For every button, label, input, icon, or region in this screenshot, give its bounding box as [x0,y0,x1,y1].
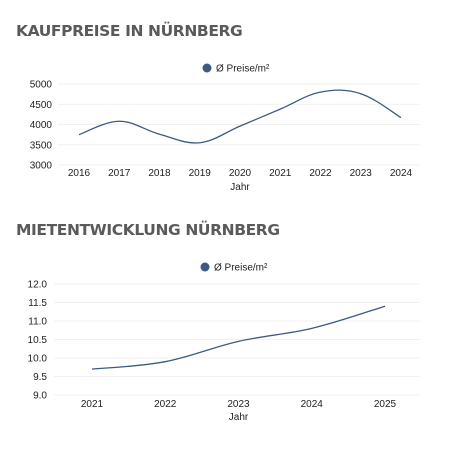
kaufpreise-x-tick-label: 2019 [189,168,212,179]
mietentwicklung-y-tick-label: 9.0 [33,391,47,402]
mietentwicklung-legend-label: Ø Preise/m² [214,263,268,274]
kaufpreise-y-tick-label: 3500 [30,140,53,151]
kaufpreise-x-tick-label: 2018 [148,168,171,179]
kaufpreise-x-tick-label: 2023 [350,168,373,179]
mietentwicklung-data-point [164,361,166,363]
mietentwicklung-y-tick-label: 9.5 [33,372,47,383]
mietentwicklung-data-point [237,340,239,342]
kaufpreise-line-chart: Ø Preise/m² 3000 3500 4000 4500 5000 2016 2017 2… [30,63,420,193]
kaufpreise-x-tick-label: 2020 [229,168,252,179]
kaufpreise-y-tick-label: 4000 [30,120,53,131]
mietentwicklung-series-line [91,305,386,370]
mietentwicklung-chart-title: MIETENTWICKLUNG NÜRNBERG [16,221,280,239]
mietentwicklung-x-tick-label: 2025 [374,399,397,410]
kaufpreise-y-tick-label: 3000 [30,161,53,172]
kaufpreise-y-tick-label: 4500 [30,100,53,111]
kaufpreise-y-tick-label: 5000 [30,80,53,91]
mietentwicklung-x-tick-label: 2022 [154,399,177,410]
kaufpreise-legend: Ø Preise/m² [202,63,270,75]
mietentwicklung-data-point [311,327,313,329]
kaufpreise-legend-label: Ø Preise/m² [216,64,270,75]
mietentwicklung-y-tick-label: 11.5 [28,298,47,309]
mietentwicklung-y-tick-label: 11.0 [28,317,47,328]
kaufpreise-legend-marker [202,63,212,73]
mietentwicklung-x-tick-label: 2021 [81,399,104,410]
kaufpreise-x-tick-label: 2016 [68,168,91,179]
mietentwicklung-y-tick-label: 10.0 [28,354,48,365]
kaufpreise-chart-title: KAUFPREISE IN NÜRNBERG [16,22,243,40]
mietentwicklung-y-tick-label: 12.0 [28,280,48,291]
mietentwicklung-x-axis-title: Jahr [229,412,249,423]
mietentwicklung-data-point [91,368,93,370]
kaufpreise-x-tick-label: 2024 [390,168,413,179]
kaufpreise-x-axis-title: Jahr [230,182,250,193]
kaufpreise-x-tick-label: 2017 [108,168,131,179]
mietentwicklung-data-point [384,305,386,307]
kaufpreise-series-line [78,89,402,144]
mietentwicklung-legend-marker [200,262,210,272]
kaufpreise-x-tick-label: 2021 [269,168,292,179]
kaufpreise-x-tick-label: 2022 [309,168,332,179]
mietentwicklung-x-tick-label: 2024 [301,399,324,410]
mietentwicklung-y-tick-label: 10.5 [28,335,48,346]
mietentwicklung-x-tick-label: 2023 [227,399,250,410]
mietentwicklung-legend: Ø Preise/m² [200,262,268,274]
